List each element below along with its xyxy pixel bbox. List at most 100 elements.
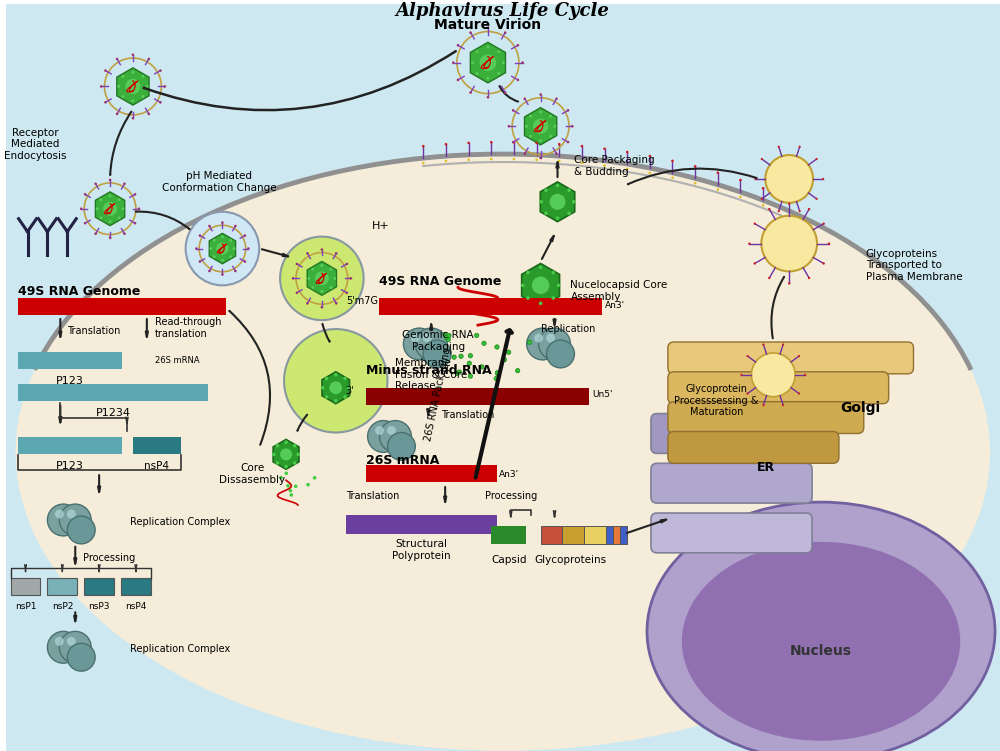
Circle shape — [293, 461, 296, 465]
Text: Nucleus: Nucleus — [790, 644, 852, 658]
Circle shape — [495, 370, 500, 375]
Circle shape — [423, 333, 432, 342]
Circle shape — [105, 70, 106, 71]
Circle shape — [311, 286, 314, 289]
Circle shape — [222, 222, 223, 223]
Circle shape — [521, 284, 524, 287]
Circle shape — [199, 235, 201, 237]
Circle shape — [762, 204, 764, 207]
Circle shape — [761, 158, 763, 160]
Circle shape — [694, 182, 696, 185]
Circle shape — [782, 343, 784, 345]
Circle shape — [539, 139, 542, 142]
Circle shape — [567, 109, 569, 112]
Circle shape — [549, 134, 552, 137]
Circle shape — [138, 207, 140, 210]
Circle shape — [552, 271, 555, 274]
Circle shape — [626, 167, 628, 170]
Circle shape — [248, 248, 249, 249]
Circle shape — [822, 222, 825, 225]
Circle shape — [321, 249, 323, 250]
Circle shape — [235, 270, 236, 272]
Circle shape — [512, 109, 514, 112]
Circle shape — [118, 198, 121, 201]
Circle shape — [334, 399, 338, 403]
Circle shape — [403, 328, 435, 360]
Circle shape — [475, 72, 478, 75]
FancyBboxPatch shape — [346, 515, 497, 534]
Circle shape — [524, 98, 525, 99]
Circle shape — [315, 271, 329, 285]
Circle shape — [508, 125, 510, 128]
Circle shape — [452, 355, 456, 359]
Circle shape — [474, 333, 479, 338]
Circle shape — [544, 189, 548, 192]
Circle shape — [138, 208, 140, 210]
Circle shape — [778, 146, 780, 148]
Polygon shape — [525, 107, 557, 145]
FancyBboxPatch shape — [651, 513, 812, 553]
Circle shape — [746, 355, 749, 357]
Text: Translation: Translation — [67, 326, 121, 336]
Circle shape — [740, 374, 743, 376]
Circle shape — [380, 421, 411, 452]
Circle shape — [307, 277, 310, 280]
Text: Glycoproteins
Transported to
Plasma Membrane: Glycoproteins Transported to Plasma Memb… — [866, 249, 962, 282]
Circle shape — [292, 278, 294, 279]
Circle shape — [311, 268, 314, 270]
Circle shape — [457, 44, 459, 47]
Circle shape — [798, 355, 800, 357]
Circle shape — [471, 61, 474, 64]
Circle shape — [141, 75, 144, 78]
Circle shape — [343, 377, 347, 380]
Circle shape — [234, 270, 237, 273]
Circle shape — [804, 374, 806, 376]
Circle shape — [486, 77, 489, 80]
Circle shape — [457, 79, 459, 80]
FancyBboxPatch shape — [133, 438, 181, 454]
Circle shape — [539, 266, 542, 269]
Circle shape — [131, 71, 134, 74]
Circle shape — [552, 296, 555, 300]
Circle shape — [556, 184, 559, 187]
Circle shape — [452, 62, 455, 64]
Circle shape — [244, 234, 246, 237]
Circle shape — [134, 194, 136, 195]
Circle shape — [748, 243, 751, 245]
Text: Minus strand RNA: Minus strand RNA — [366, 364, 491, 377]
Circle shape — [116, 58, 118, 60]
FancyBboxPatch shape — [584, 526, 606, 544]
Text: Core
Dissasembly: Core Dissasembly — [219, 463, 285, 485]
Circle shape — [296, 291, 298, 294]
Circle shape — [557, 284, 560, 287]
Circle shape — [118, 216, 121, 219]
Circle shape — [321, 249, 323, 251]
Circle shape — [222, 274, 223, 275]
Circle shape — [199, 234, 201, 237]
Text: Alphavirus Life Cycle: Alphavirus Life Cycle — [396, 2, 610, 20]
Circle shape — [539, 328, 570, 360]
FancyBboxPatch shape — [541, 526, 562, 544]
Circle shape — [229, 255, 232, 258]
Circle shape — [788, 203, 790, 205]
Circle shape — [487, 96, 489, 98]
Circle shape — [671, 159, 674, 162]
Circle shape — [55, 637, 64, 646]
Circle shape — [293, 444, 296, 448]
Circle shape — [123, 233, 126, 235]
FancyBboxPatch shape — [620, 526, 627, 544]
Circle shape — [694, 165, 696, 167]
Circle shape — [549, 115, 552, 118]
Text: P1234: P1234 — [96, 408, 131, 418]
Circle shape — [411, 333, 420, 342]
Circle shape — [512, 141, 514, 143]
Circle shape — [279, 476, 283, 479]
Circle shape — [539, 93, 542, 96]
Circle shape — [496, 372, 500, 376]
Text: Glycoproteins: Glycoproteins — [534, 555, 607, 565]
Text: An3': An3' — [605, 300, 625, 309]
Circle shape — [350, 278, 351, 279]
Circle shape — [284, 465, 288, 469]
Circle shape — [529, 134, 532, 137]
FancyArrowPatch shape — [136, 212, 189, 229]
